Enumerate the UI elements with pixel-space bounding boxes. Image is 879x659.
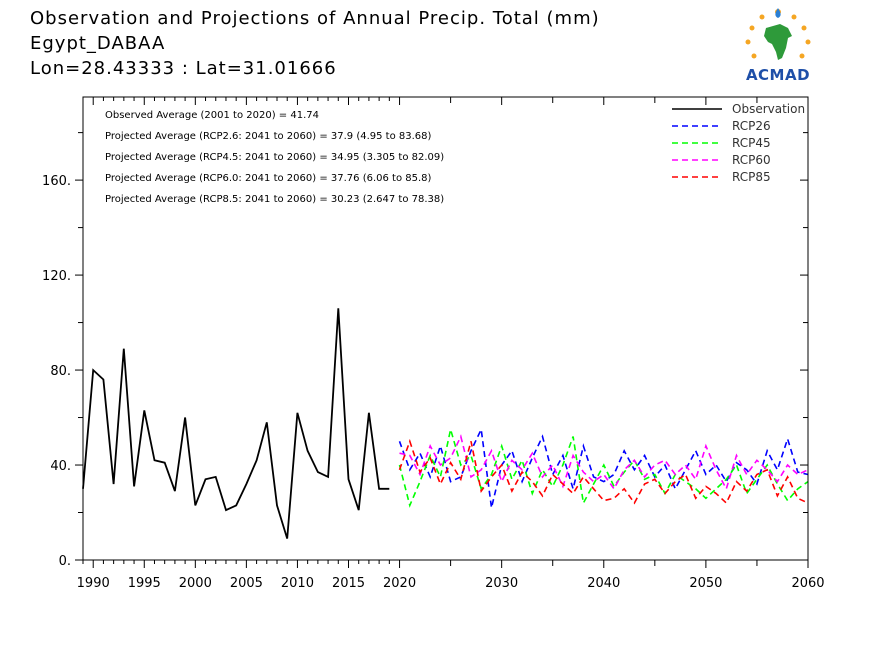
y-tick-label: 160. bbox=[42, 174, 71, 189]
annotation-line: Observed Average (2001 to 2020) = 41.74 bbox=[105, 110, 319, 121]
series-line-rcp26 bbox=[398, 426, 809, 508]
legend-label: Observation bbox=[732, 102, 805, 116]
annotation-line: Projected Average (RCP4.5: 2041 to 2060)… bbox=[105, 152, 444, 163]
legend-label: RCP85 bbox=[732, 170, 771, 184]
x-tick-label: 1990 bbox=[77, 576, 110, 591]
x-tick-label: 1995 bbox=[128, 576, 161, 591]
y-tick-label: 0. bbox=[59, 554, 71, 569]
logo-text: ACMAD bbox=[745, 66, 811, 84]
plot-frame bbox=[82, 96, 809, 561]
series-line-rcp85 bbox=[398, 438, 809, 505]
x-tick-label: 2000 bbox=[179, 576, 212, 591]
annotation-line: Projected Average (RCP6.0: 2041 to 2060)… bbox=[105, 173, 432, 184]
y-tick-label: 40. bbox=[50, 459, 71, 474]
x-tick-label: 2005 bbox=[230, 576, 263, 591]
y-tick-label: 80. bbox=[50, 364, 71, 379]
x-tick-label: 2040 bbox=[587, 576, 620, 591]
x-tick-label: 2010 bbox=[281, 576, 314, 591]
x-tick-label: 2020 bbox=[383, 576, 416, 591]
annotation-block: Observed Average (2001 to 2020) = 41.74 P… bbox=[105, 110, 444, 205]
acmad-logo: ACMAD bbox=[736, 8, 820, 84]
y-tick-label: 120. bbox=[42, 269, 71, 284]
page-title: Observation and Projections of Annual Pr… bbox=[30, 8, 600, 29]
series-line-rcp45 bbox=[398, 429, 809, 508]
coordinates-label: Lon=28.43333 : Lat=31.01666 bbox=[30, 58, 337, 79]
legend-label: RCP26 bbox=[732, 119, 771, 133]
x-tick-label: 2060 bbox=[791, 576, 824, 591]
x-tick-label: 2030 bbox=[485, 576, 518, 591]
x-tick-label: 2015 bbox=[332, 576, 365, 591]
africa-map-icon bbox=[745, 8, 811, 60]
legend-label: RCP60 bbox=[732, 153, 771, 167]
location-label: Egypt_DABAA bbox=[30, 33, 166, 54]
series-line-rcp60 bbox=[399, 434, 809, 491]
annotation-line: Projected Average (RCP2.6: 2041 to 2060)… bbox=[105, 131, 432, 142]
annotation-line: Projected Average (RCP8.5: 2041 to 2060)… bbox=[105, 194, 444, 205]
legend-label: RCP45 bbox=[732, 136, 771, 150]
x-tick-label: 2050 bbox=[689, 576, 722, 591]
legend: Observation RCP26 RCP45 RCP60 RCP85 bbox=[672, 102, 805, 184]
series-line-observation bbox=[82, 308, 390, 539]
